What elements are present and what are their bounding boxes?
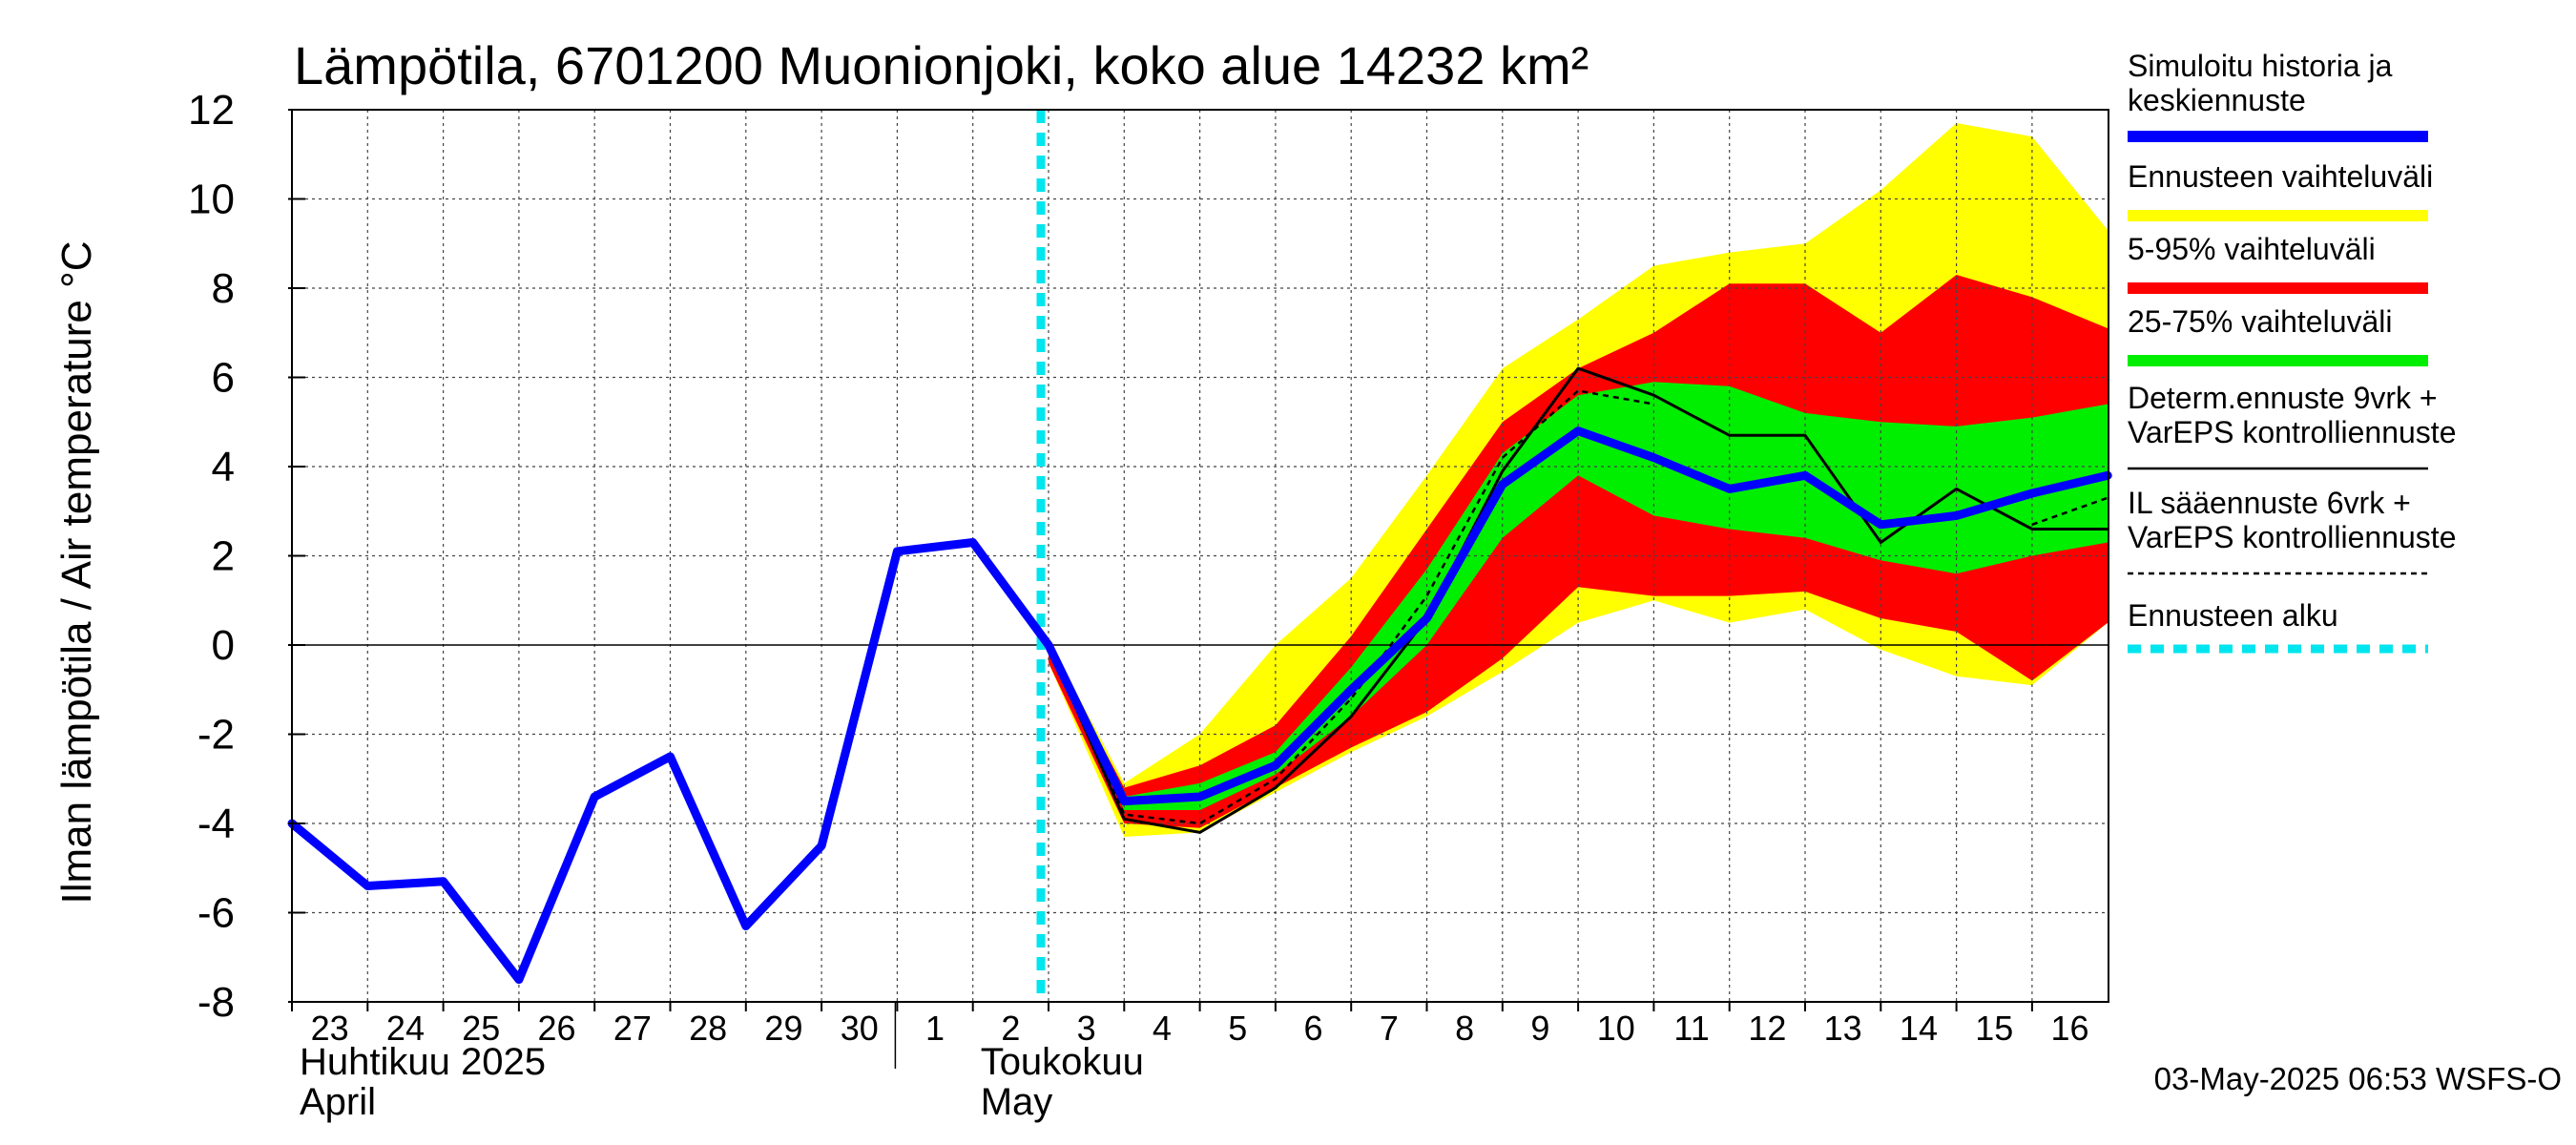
- series-il-forecast: [1047, 389, 1654, 825]
- legend-label: VarEPS kontrolliennuste: [2128, 415, 2456, 449]
- x-tick-label: 27: [613, 1009, 652, 1048]
- y-tick-label: -4: [197, 801, 235, 847]
- legend-label: IL sääennuste 6vrk +: [2128, 486, 2411, 520]
- legend-label: VarEPS kontrolliennuste: [2128, 520, 2456, 554]
- x-tick-label: 5: [1228, 1009, 1247, 1048]
- series-history-median: [287, 427, 2112, 985]
- legend-label: Simuloitu historia ja: [2128, 49, 2393, 83]
- x-tick-label: 24: [386, 1009, 425, 1048]
- legend-label: 5-95% vaihteluväli: [2128, 232, 2376, 266]
- x-tick-label: 2: [1001, 1009, 1020, 1048]
- x-tick-label: 13: [1824, 1009, 1862, 1048]
- series-il-forecast: [2031, 496, 2109, 526]
- legend-label: Determ.ennuste 9vrk +: [2128, 381, 2438, 415]
- y-tick-label: -2: [197, 712, 235, 759]
- month-label-fi: Huhtikuu 2025: [300, 1041, 546, 1083]
- x-tick-label: 23: [311, 1009, 349, 1048]
- legend-label: 25-75% vaihteluväli: [2128, 304, 2393, 339]
- x-tick-label: 1: [925, 1009, 945, 1048]
- x-tick-label: 11: [1673, 1009, 1709, 1048]
- y-tick-label: 4: [212, 444, 235, 490]
- y-axis-label: Ilman lämpötila / Air temperature °C: [53, 241, 100, 905]
- x-tick-label: 9: [1530, 1009, 1549, 1048]
- month-label-fi: Toukokuu: [981, 1041, 1144, 1083]
- legend-label: Ennusteen vaihteluväli: [2128, 159, 2433, 194]
- y-tick-label: -6: [197, 890, 235, 937]
- y-tick-label: 2: [212, 533, 235, 580]
- x-tick-label: 16: [2051, 1009, 2089, 1048]
- x-tick-label: 8: [1455, 1009, 1474, 1048]
- y-tick-label: 12: [188, 87, 235, 134]
- x-tick-label: 12: [1748, 1009, 1786, 1048]
- x-tick-label: 3: [1077, 1009, 1096, 1048]
- series-deterministic-forecast: [1047, 366, 2109, 834]
- x-tick-label: 30: [841, 1009, 879, 1048]
- y-tick-label: -8: [197, 979, 235, 1026]
- legend-label: Ennusteen alku: [2128, 598, 2338, 633]
- y-tick-label: 6: [212, 355, 235, 402]
- y-tick-label: 0: [212, 622, 235, 669]
- x-tick-label: 10: [1597, 1009, 1635, 1048]
- x-tick-label: 7: [1380, 1009, 1399, 1048]
- x-tick-label: 26: [538, 1009, 576, 1048]
- x-tick-label: 28: [689, 1009, 727, 1048]
- month-label-en: May: [981, 1081, 1053, 1123]
- x-tick-label: 4: [1153, 1009, 1172, 1048]
- y-tick-label: 8: [212, 265, 235, 312]
- y-tick-label: 10: [188, 177, 235, 223]
- chart-title: Lämpötila, 6701200 Muonionjoki, koko alu…: [294, 35, 1589, 95]
- x-tick-label: 25: [462, 1009, 500, 1048]
- x-tick-label: 14: [1900, 1009, 1938, 1048]
- footer-timestamp: 03-May-2025 06:53 WSFS-O: [2154, 1061, 2562, 1096]
- legend-label: keskiennuste: [2128, 83, 2306, 117]
- x-tick-label: 29: [764, 1009, 802, 1048]
- x-tick-label: 6: [1304, 1009, 1323, 1048]
- month-label-en: April: [300, 1081, 376, 1123]
- x-tick-label: 15: [1975, 1009, 2013, 1048]
